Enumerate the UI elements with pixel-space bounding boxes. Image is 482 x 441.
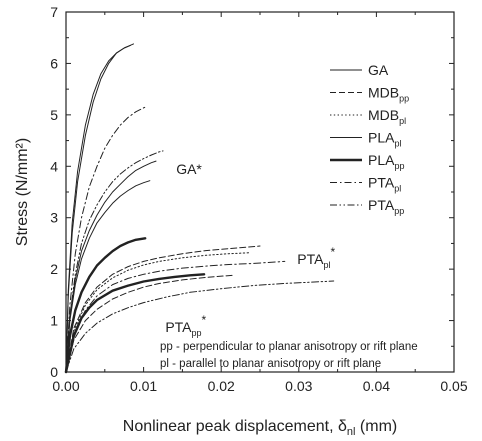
y-tick-label: 0 (50, 364, 58, 380)
legend-label-7: PTApp (368, 197, 404, 216)
x-axis-label-sub: nl (347, 426, 356, 438)
series-line-7 (66, 238, 145, 372)
legend-label-3: MDBpl (368, 107, 406, 126)
note-line-1: pp - perpendicular to planar anisotropy … (160, 341, 418, 353)
x-tick-label: 0.00 (52, 378, 79, 394)
x-axis-label-main: Nonlinear peak displacement, δ (123, 418, 347, 435)
x-tick-label: 0.03 (285, 378, 312, 394)
x-tick-label: 0.01 (130, 378, 157, 394)
y-axis-label: Stress (N/mm²) (14, 138, 31, 246)
y-tick-label: 2 (50, 261, 58, 277)
series-group (66, 44, 334, 372)
legend: GA MDBpp MDBpl PLApl PLApp PTApl PTApp (330, 62, 409, 216)
legend-label-4: PLApl (368, 130, 401, 149)
x-tick-label: 0.04 (363, 378, 390, 394)
x-axis-label: Nonlinear peak displacement, δnl (mm) (123, 418, 397, 438)
y-tick-label: 6 (50, 55, 58, 71)
y-tick-label: 3 (50, 210, 58, 226)
x-tick-label: 0.05 (440, 378, 467, 394)
y-tick-label: 5 (50, 107, 58, 123)
annotation-1: GA* (176, 161, 202, 177)
x-axis-label-tail: (mm) (355, 418, 397, 435)
note-line-2: pl - parallel to planar anisotropy or ri… (160, 358, 381, 370)
annotation-2: PTApl* (297, 245, 335, 270)
y-tick-label: 1 (50, 313, 58, 329)
y-tick-label: 4 (50, 158, 58, 174)
legend-label-6: PTApl (368, 175, 401, 194)
x-tick-label: 0.02 (208, 378, 235, 394)
legend-label-2: MDBpp (368, 85, 409, 104)
note-text: pp - perpendicular to planar anisotropy … (160, 341, 418, 370)
axis-ticks: 0.00 0.01 0.02 0.03 0.04 0.05 0 1 2 3 4 5 6 7 (50, 4, 468, 394)
legend-label-5: PLApp (368, 152, 404, 171)
annotation-3: PTApp* (165, 313, 206, 338)
annotations: GA* PTApl* PTApp* (165, 161, 335, 338)
y-tick-label: 7 (50, 4, 58, 20)
legend-label-1: GA (368, 62, 389, 78)
